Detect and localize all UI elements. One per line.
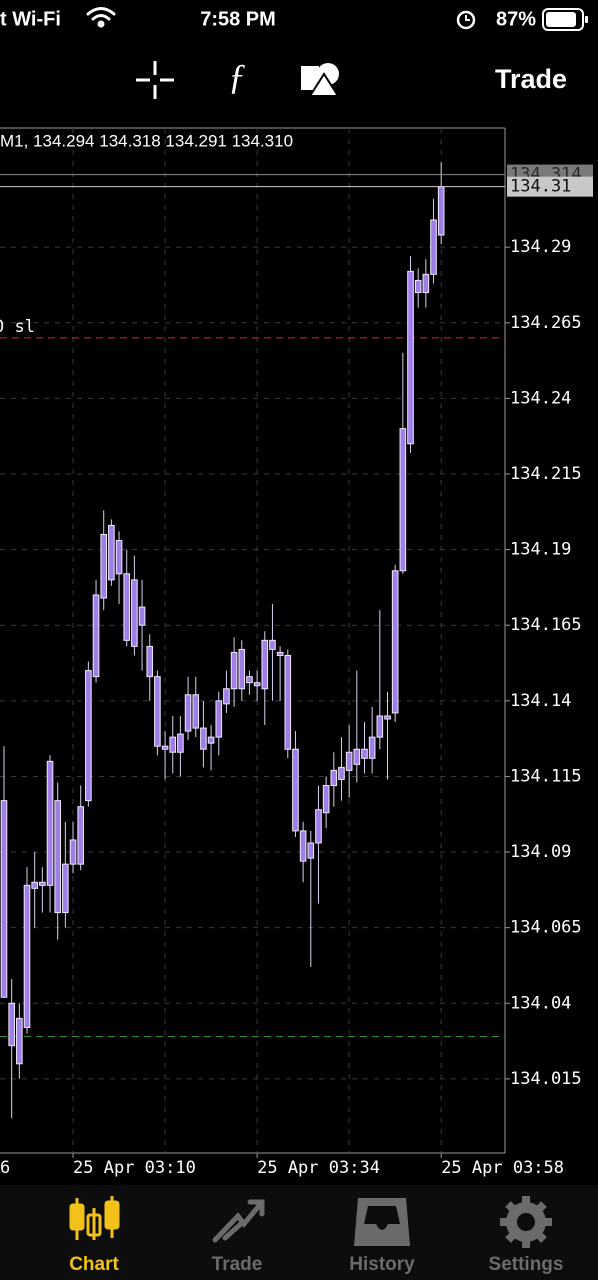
settings-tab-icon <box>500 1196 552 1248</box>
candle-body <box>353 748 361 765</box>
alarm-icon <box>456 10 476 30</box>
y-tick-label: 134.015 <box>510 1069 582 1089</box>
candle-body <box>161 745 169 750</box>
carrier: t Wi-Fi <box>0 8 61 30</box>
history-tab-icon <box>354 1198 410 1246</box>
tabs: Chart Trade History Settings <box>69 1254 563 1275</box>
candle-body <box>177 733 184 753</box>
y-tick-label: 134.115 <box>510 766 582 786</box>
sl-label: 0 sl <box>0 317 35 337</box>
bid-label: 134.31 <box>510 177 571 197</box>
candle-body <box>391 570 399 714</box>
objects-button[interactable] <box>301 63 340 97</box>
candle-body <box>368 736 376 759</box>
battery-icon <box>542 8 588 31</box>
candle-body <box>85 670 92 802</box>
candle-body <box>108 524 115 581</box>
wifi-icon <box>86 7 116 28</box>
candle-body <box>430 219 437 275</box>
trade-button[interactable]: Trade <box>495 64 567 94</box>
candle-body <box>62 863 69 914</box>
chart-tab-icon <box>69 1196 120 1240</box>
candle-body <box>169 736 177 753</box>
candle-body <box>322 785 330 814</box>
y-tick-label: 134.24 <box>510 388 571 408</box>
y-tick-label: 134.165 <box>510 615 582 635</box>
candle-body <box>192 694 200 729</box>
candle-body <box>77 806 85 865</box>
candle-body <box>437 186 445 236</box>
candle-body <box>54 800 61 914</box>
candle-body <box>269 639 276 650</box>
candle-body <box>184 694 192 732</box>
candle-body <box>284 654 292 750</box>
candle-body <box>31 881 38 889</box>
candle-body <box>92 594 100 678</box>
candle-body <box>100 533 108 599</box>
tab-label[interactable]: Chart <box>69 1254 119 1275</box>
tab-label[interactable]: Settings <box>489 1254 564 1275</box>
y-tick-label: 134.29 <box>510 237 571 257</box>
trade-tab-icon <box>212 1199 265 1243</box>
candle-body <box>330 769 338 787</box>
y-tick-label: 134.19 <box>510 540 571 560</box>
candle-body <box>207 736 215 744</box>
chart-info: M1, 134.294 134.318 134.291 134.310 <box>0 131 293 150</box>
x-tick-label: 25 Apr 03:34 <box>257 1158 380 1178</box>
x-tick-label: 25 Apr 03:10 <box>73 1158 196 1178</box>
tab-label[interactable]: Trade <box>212 1254 263 1275</box>
candle-body <box>131 579 138 647</box>
y-tick-label: 134.09 <box>510 842 571 862</box>
candle-body <box>238 648 246 690</box>
candle-body <box>292 748 299 832</box>
candle-body <box>46 760 54 886</box>
clock: 7:58 PM <box>200 8 276 30</box>
candle-body <box>307 842 315 859</box>
bid-label-box <box>507 176 593 197</box>
candle-body <box>23 884 31 1028</box>
candle-body <box>315 809 322 844</box>
candle-body <box>422 273 430 294</box>
candle-body <box>414 279 422 294</box>
x-tick-label-cut: 6 <box>0 1158 10 1178</box>
candle-body <box>8 1002 15 1047</box>
candle-body <box>16 1017 23 1065</box>
battery-percent: 87% <box>496 8 536 30</box>
candle-body <box>338 766 345 780</box>
candle-body <box>276 651 284 656</box>
candle-body <box>361 748 368 759</box>
y-tick-label: 134.04 <box>510 993 571 1013</box>
candle-body <box>246 676 253 684</box>
tab-label[interactable]: History <box>349 1254 415 1275</box>
candle-body <box>123 573 131 641</box>
y-tick-label: 134.065 <box>510 918 582 938</box>
candle-body <box>399 428 407 572</box>
candle-body <box>154 676 161 747</box>
y-tick-label: 134.265 <box>510 313 582 333</box>
candle-body <box>138 606 146 626</box>
candle-body <box>69 839 77 865</box>
candle-body <box>253 682 261 687</box>
indicators-button[interactable]: ƒ <box>228 56 246 96</box>
chart: 134.015 134.04 134.065 134.09 134.115 134.14 1… <box>0 127 593 1178</box>
candle-body <box>115 540 123 575</box>
candle-body <box>223 688 230 705</box>
candle-body <box>215 700 223 738</box>
candle-body <box>230 651 238 690</box>
crosshair-button[interactable] <box>136 61 174 99</box>
y-tick-label: 134.14 <box>510 691 571 711</box>
candle-body <box>146 645 154 678</box>
candle-body <box>200 727 207 750</box>
candle-body <box>345 751 353 771</box>
candle-body <box>261 639 269 690</box>
candle-body <box>407 270 414 445</box>
candle-body <box>299 830 307 862</box>
candle-body <box>384 715 391 720</box>
y-tick-label: 134.215 <box>510 464 582 484</box>
candle-body <box>0 800 8 998</box>
x-tick-label: 25 Apr 03:58 <box>441 1158 564 1178</box>
candle-body <box>39 881 46 886</box>
candle-body <box>376 715 384 738</box>
